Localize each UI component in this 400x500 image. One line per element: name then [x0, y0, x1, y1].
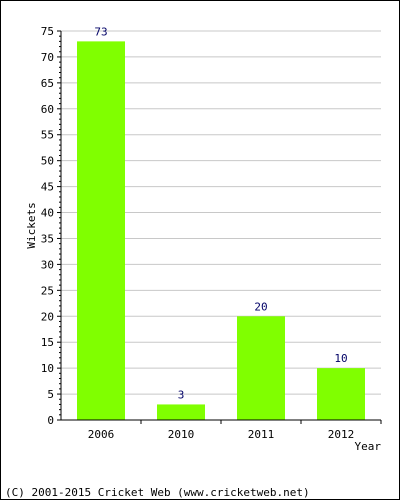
- y-tick-label: 10: [41, 362, 54, 375]
- y-tick-label: 25: [41, 284, 54, 297]
- y-tick-label: 5: [47, 388, 54, 401]
- y-tick-label: 50: [41, 155, 54, 168]
- y-tick-label: 30: [41, 258, 54, 271]
- x-tick-label: 2012: [328, 428, 355, 441]
- y-tick-label: 60: [41, 103, 54, 116]
- bar-2011: [237, 316, 285, 420]
- value-label-2012: 10: [334, 352, 347, 365]
- y-tick-label: 15: [41, 336, 54, 349]
- value-labels: 73 3 20 10: [94, 25, 347, 401]
- y-tick-label: 65: [41, 77, 54, 90]
- bar-2012: [317, 368, 365, 420]
- x-tick-label: 2006: [88, 428, 115, 441]
- bar-2010: [157, 404, 205, 420]
- y-tick-label: 55: [41, 129, 54, 142]
- x-axis-title: Year: [355, 440, 382, 453]
- copyright-footer: (C) 2001-2015 Cricket Web (www.cricketwe…: [5, 486, 310, 499]
- y-tick-label: 0: [47, 414, 54, 427]
- x-axis-ticks: 2006 2010 2011 2012: [88, 420, 382, 441]
- y-tick-label: 75: [41, 25, 54, 38]
- y-tick-label: 35: [41, 232, 54, 245]
- y-axis-ticks: 0 5 10 15 20 25 30 35 40 45 50 55 60 65 70 75: [41, 25, 61, 427]
- y-tick-label: 70: [41, 51, 54, 64]
- y-tick-label: 45: [41, 181, 54, 194]
- bars: [77, 41, 365, 421]
- value-label-2006: 73: [94, 25, 107, 38]
- x-tick-label: 2011: [248, 428, 275, 441]
- y-axis-title: Wickets: [25, 202, 38, 248]
- y-tick-label: 40: [41, 207, 54, 220]
- x-tick-label: 2010: [168, 428, 195, 441]
- y-tick-label: 20: [41, 310, 54, 323]
- value-label-2010: 3: [178, 388, 185, 401]
- value-label-2011: 20: [254, 300, 267, 313]
- bar-2006: [77, 41, 125, 421]
